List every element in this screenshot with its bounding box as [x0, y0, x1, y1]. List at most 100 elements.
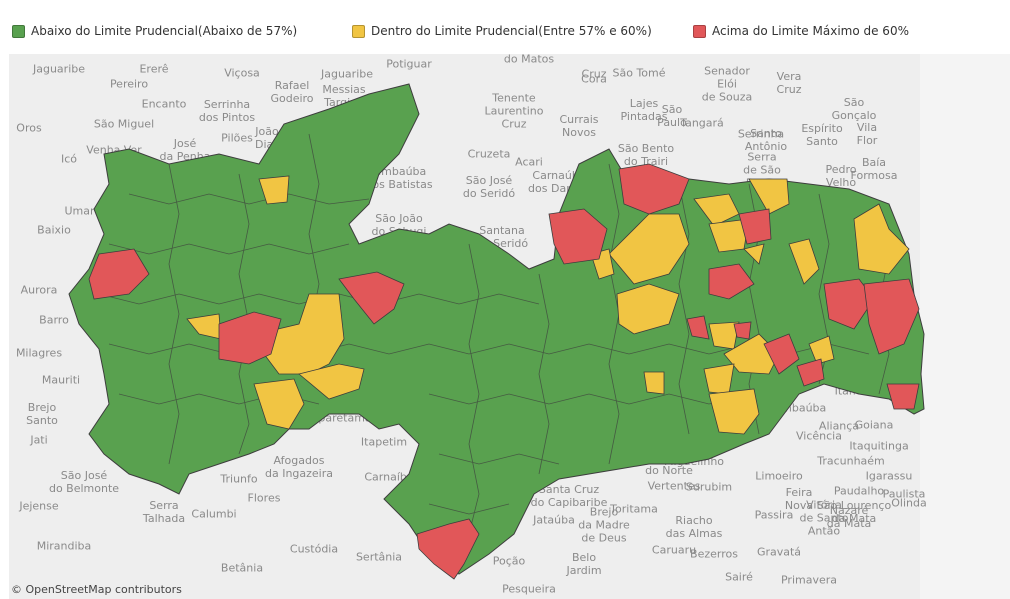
- place-label: Flores: [247, 491, 281, 505]
- place-label: Bezerros: [690, 547, 738, 561]
- map-legend: Abaixo do Limite Prudencial(Abaixo de 57…: [0, 0, 1010, 54]
- place-label: Umari: [64, 204, 98, 218]
- place-label: São Tomé: [612, 66, 666, 80]
- legend-item-below-prudential[interactable]: Abaixo do Limite Prudencial(Abaixo de 57…: [12, 24, 297, 38]
- place-label: Potiguar: [386, 57, 432, 71]
- place-label: Afogados da Ingazeira: [264, 454, 334, 480]
- region-red: [88, 248, 150, 300]
- legend-label: Acima do Limite Máximo de 60%: [712, 24, 909, 38]
- place-label: Passira: [754, 508, 794, 522]
- place-label: Encanto: [141, 97, 187, 111]
- place-label: Riacho das Almas: [665, 514, 723, 540]
- yellow-regions: [186, 175, 910, 435]
- place-label: Baixio: [37, 223, 71, 237]
- region-yellow: [808, 335, 835, 365]
- place-label: Carnaíba: [364, 470, 414, 484]
- place-label: Aliança: [818, 419, 860, 433]
- place-label: Jejense: [19, 499, 59, 513]
- place-label: Gravatá: [756, 545, 802, 559]
- place-label: Mirandiba: [36, 539, 92, 553]
- legend-item-within-prudential[interactable]: Dentro do Limite Prudencial(Entre 57% e …: [352, 24, 652, 38]
- region-yellow: [256, 293, 345, 375]
- place-label: Vila Flor: [856, 121, 878, 147]
- place-label: Currais Novos: [559, 113, 599, 139]
- legend-label: Abaixo do Limite Prudencial(Abaixo de 57…: [31, 24, 298, 38]
- region-red: [733, 321, 752, 340]
- place-label: Milagres: [15, 346, 63, 360]
- region-yellow: [788, 238, 820, 285]
- place-label: Ererê: [139, 62, 169, 76]
- place-label: Jaguaribe: [32, 62, 86, 76]
- place-label: Triunfo: [220, 472, 258, 486]
- red-regions: [88, 163, 920, 580]
- place-label: Toritama: [610, 502, 658, 516]
- region-yellow: [853, 203, 910, 275]
- place-label: Baía Formosa: [850, 156, 898, 182]
- place-label: Pilões: [221, 131, 253, 145]
- map-attribution[interactable]: © OpenStreetMap contributors: [11, 583, 182, 596]
- place-label: São Gonçalo: [831, 96, 877, 122]
- place-label: Icó: [60, 152, 78, 166]
- place-label: Serrinha dos Pintos: [198, 98, 256, 124]
- ocean-area: [920, 54, 1010, 599]
- region-red: [863, 278, 920, 355]
- legend-label: Dentro do Limite Prudencial(Entre 57% e …: [371, 24, 652, 38]
- place-label: Cruzeta: [467, 147, 511, 161]
- legend-swatch-yellow: [352, 24, 365, 38]
- region-red: [796, 358, 825, 387]
- region-yellow: [703, 363, 735, 395]
- place-label: Poção: [492, 554, 526, 568]
- place-label: Tracunhaém: [817, 454, 885, 468]
- region-yellow: [253, 378, 305, 430]
- region-yellow: [258, 175, 290, 205]
- place-label: Caruaru: [651, 543, 697, 557]
- place-label: Itaquitinga: [849, 439, 909, 453]
- place-label: Custódia: [289, 542, 339, 556]
- legend-swatch-red: [693, 24, 706, 38]
- region-red: [338, 271, 405, 325]
- place-label: Goiana: [854, 418, 894, 432]
- place-label: São Miguel: [93, 117, 155, 131]
- place-label: Vitória de Santo Antão: [799, 498, 849, 538]
- place-label: Pereiro: [109, 77, 149, 91]
- legend-swatch-green: [12, 24, 25, 38]
- place-label: Santo Antônio: [744, 127, 788, 153]
- place-label: Jataúba: [533, 513, 575, 527]
- place-label: Viçosa: [224, 66, 260, 80]
- choropleth-map[interactable]: Jaguaribe Ererê Viçosa Jaguaribe Potiguar do …: [9, 54, 1010, 599]
- region-yellow: [616, 283, 680, 335]
- place-label: Senador Elói de Souza: [701, 64, 753, 104]
- place-label: Cora: [581, 72, 607, 86]
- place-label: Igarassu: [865, 469, 913, 483]
- place-label: Serrinha: [737, 127, 785, 141]
- place-label: São Paulo: [657, 103, 687, 129]
- place-label: Itapetim: [360, 435, 408, 449]
- place-label: Pedro Velho: [825, 163, 857, 189]
- place-label: Vertentes: [647, 479, 701, 493]
- place-label: Paudalho: [833, 484, 885, 498]
- place-label: Tangará: [680, 116, 724, 130]
- place-label: Oros: [16, 121, 42, 135]
- state-regions[interactable]: [9, 54, 1010, 599]
- region-red: [763, 333, 800, 375]
- place-label: do Matos: [503, 54, 555, 66]
- region-yellow: [298, 363, 365, 400]
- place-label: Serra Talhada: [142, 499, 186, 525]
- region-red: [738, 208, 772, 245]
- region-red: [548, 208, 608, 265]
- place-label: Pesqueira: [502, 582, 556, 596]
- region-yellow: [643, 371, 665, 395]
- place-label: Santa Cruz do Capibaribe: [530, 483, 608, 509]
- place-label: Surubim: [685, 480, 733, 494]
- place-label: Aurora: [20, 283, 58, 297]
- place-label: Calumbi: [191, 507, 237, 521]
- place-label: Espírito Santo: [801, 122, 843, 148]
- place-label: Brejo da Madre de Deus: [578, 505, 630, 545]
- place-label: Sertânia: [355, 550, 403, 564]
- region-red: [708, 263, 755, 300]
- legend-item-above-maximum[interactable]: Acima do Limite Máximo de 60%: [693, 24, 909, 38]
- place-label: Limoeiro: [755, 469, 803, 483]
- place-label: Sairé: [725, 570, 753, 584]
- place-label: Acari: [515, 155, 543, 169]
- place-label: Barro: [39, 313, 69, 327]
